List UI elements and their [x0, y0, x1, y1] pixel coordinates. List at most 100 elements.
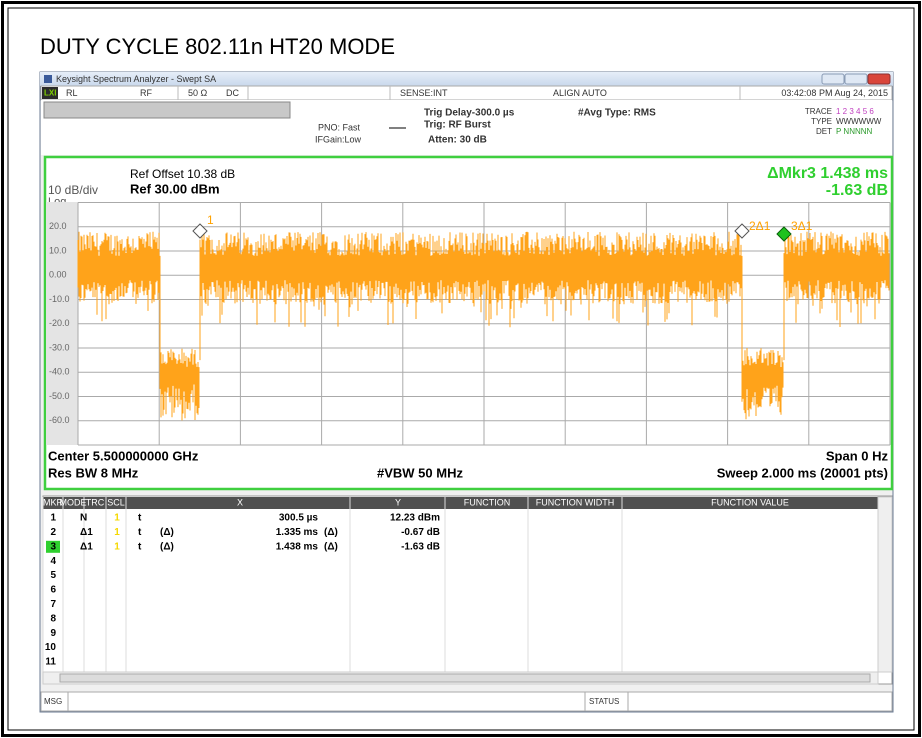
cell-x-mode: (Δ)	[160, 541, 174, 552]
coupling-label: DC	[226, 88, 239, 98]
cell-scl: t	[138, 513, 142, 524]
y-label: 10.0	[49, 245, 67, 255]
column-header: FUNCTION WIDTH	[536, 497, 615, 507]
marker-label: 3Δ1	[791, 219, 813, 233]
align-label: ALIGN AUTO	[553, 88, 607, 98]
title-bar	[40, 72, 893, 86]
cell-mkr: 3	[50, 541, 56, 552]
cell-scl: t	[138, 527, 142, 538]
delta-value: -1.63 dB	[826, 182, 888, 199]
atten: Atten: 30 dB	[428, 135, 487, 146]
minimize-button[interactable]	[821, 73, 845, 85]
column-header: TRC	[86, 497, 105, 507]
sense-label: SENSE:INT	[400, 88, 448, 98]
y-label: -40.0	[49, 367, 70, 377]
app-icon	[44, 75, 52, 83]
cell-y-mode: (Δ)	[324, 541, 338, 552]
y-label: 20.0	[49, 221, 67, 231]
column-header: FUNCTION	[464, 497, 511, 507]
maximize-button[interactable]	[844, 73, 868, 85]
column-header: X	[237, 497, 243, 507]
marker-table	[42, 495, 893, 685]
cell-x: 1.335 ms	[276, 527, 319, 538]
y-label: -60.0	[49, 415, 70, 425]
trace-label: TRACE	[805, 107, 832, 116]
res-bw: Res BW 8 MHz	[48, 465, 139, 480]
selected-marker	[46, 540, 60, 553]
window-title: Keysight Spectrum Analyzer - Swept SA	[56, 74, 216, 84]
cell-trc: 1	[114, 513, 120, 524]
ref-level: Ref 30.00 dBm	[130, 181, 220, 196]
scale: 10 dB/div	[48, 183, 98, 197]
cell-mkr: 11	[45, 657, 56, 668]
trig-delay: Trig Delay-300.0 µs	[424, 108, 515, 119]
vbw: #VBW 50 MHz	[377, 465, 463, 480]
ifgain: IFGain:Low	[315, 134, 362, 144]
trig: Trig: RF Burst	[424, 120, 491, 131]
rf-label: RF	[140, 88, 152, 98]
sweep: Sweep 2.000 ms (20001 pts)	[717, 465, 888, 480]
span: Span 0 Hz	[826, 448, 889, 463]
avg-type: #Avg Type: RMS	[578, 108, 656, 119]
y-label: -50.0	[49, 391, 70, 401]
marker-1	[192, 223, 208, 239]
delta-marker: ΔMkr3 1.438 ms	[767, 165, 888, 182]
marker-label: 2Δ1	[749, 219, 771, 233]
vertical-scrollbar[interactable]	[877, 496, 893, 673]
cell-mkr: 7	[50, 599, 56, 610]
impedance-label: 50 Ω	[188, 88, 208, 98]
y-label: -10.0	[49, 294, 70, 304]
y-label: -30.0	[49, 342, 70, 352]
cell-y: -0.67 dB	[401, 527, 440, 538]
pno: PNO: Fast	[318, 122, 361, 132]
type-values: WWWWWW	[836, 117, 882, 126]
trace-values: 1 2 3 4 5 6	[836, 107, 874, 116]
status-label: STATUS	[589, 697, 619, 706]
datetime: 03:42:08 PM Aug 24, 2015	[781, 88, 888, 98]
inner-frame	[7, 7, 915, 731]
cell-y: -1.63 dB	[401, 541, 440, 552]
cell-x: 1.438 ms	[276, 541, 319, 552]
center: Center 5.500000000 GHz	[48, 448, 199, 463]
det-values: P NNNNN	[836, 127, 873, 136]
cell-mode: N	[80, 513, 87, 524]
marker-2	[734, 223, 750, 239]
cell-y: 12.23 dBm	[390, 513, 440, 524]
marker-3	[776, 226, 792, 242]
table-header	[43, 497, 878, 509]
cell-mkr: 1	[50, 513, 56, 524]
cell-x: 300.5 µs	[279, 513, 319, 524]
trace-line	[77, 231, 890, 421]
cell-trc: 1	[114, 541, 120, 552]
cell-mkr: 10	[45, 642, 57, 653]
ref-offset: Ref Offset 10.38 dB	[130, 167, 235, 181]
lxi-logo: LXI	[44, 89, 56, 98]
input-field[interactable]	[43, 101, 291, 119]
cell-trc: 1	[114, 527, 120, 538]
marker-label: 1	[207, 213, 214, 227]
cell-mkr: 6	[50, 585, 56, 596]
graph-panel	[43, 155, 894, 491]
cell-mkr: 9	[50, 628, 56, 639]
cell-mkr: 4	[50, 556, 56, 567]
page-title: DUTY CYCLE 802.11n HT20 MODE	[40, 34, 395, 59]
y-label-strip	[46, 202, 78, 445]
column-header: MODE	[60, 497, 87, 507]
cell-mkr: 5	[50, 570, 56, 581]
message-bar	[40, 691, 893, 712]
trace	[77, 231, 890, 421]
scroll-thumb[interactable]	[59, 673, 871, 683]
column-header: MKR	[43, 497, 64, 507]
close-button[interactable]	[867, 73, 891, 85]
cell-mkr: 2	[50, 527, 56, 538]
y-label: 0.00	[49, 270, 67, 280]
cell-mkr: 8	[50, 613, 56, 624]
rl-label: RL	[66, 88, 78, 98]
status-bar	[40, 85, 893, 101]
column-header: SCL	[107, 497, 125, 507]
cell-x-mode: (Δ)	[160, 527, 174, 538]
cell-mode: Δ1	[80, 541, 93, 552]
